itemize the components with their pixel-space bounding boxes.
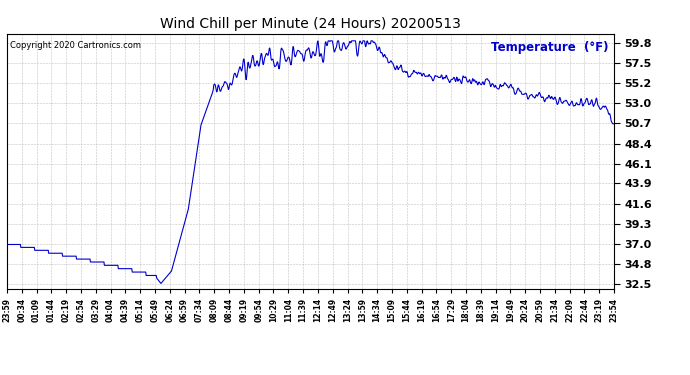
Text: Temperature  (°F): Temperature (°F) — [491, 41, 608, 54]
Text: Copyright 2020 Cartronics.com: Copyright 2020 Cartronics.com — [10, 41, 141, 50]
Title: Wind Chill per Minute (24 Hours) 20200513: Wind Chill per Minute (24 Hours) 2020051… — [160, 17, 461, 31]
